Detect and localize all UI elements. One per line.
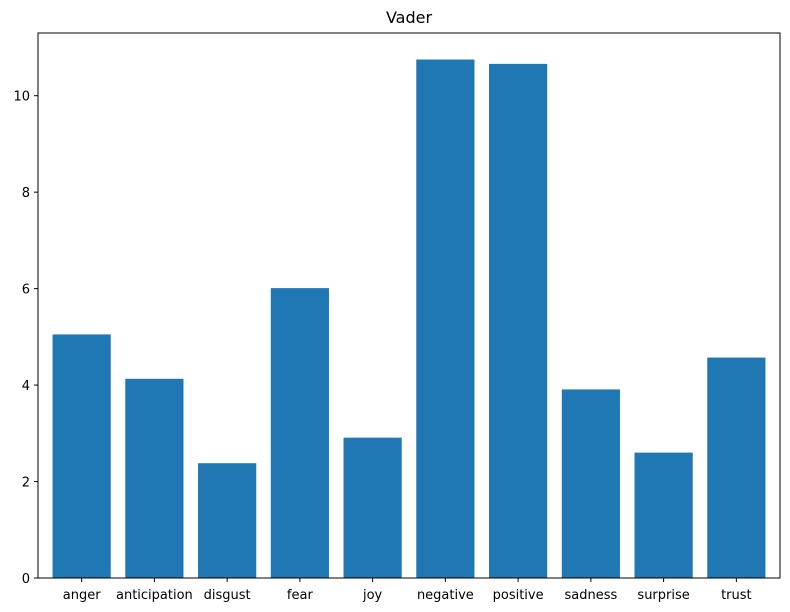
- bar-surprise: [634, 452, 693, 578]
- bars-group: [52, 59, 766, 579]
- x-tick-label: trust: [721, 588, 752, 603]
- x-tick-label: negative: [417, 588, 474, 603]
- bar-disgust: [198, 463, 257, 578]
- bar-fear: [270, 288, 329, 578]
- bar-anger: [52, 334, 111, 578]
- y-tick-label: 6: [22, 283, 30, 298]
- x-tick-label: fear: [287, 588, 314, 603]
- x-tick-label: positive: [493, 588, 544, 603]
- bar-trust: [707, 357, 766, 578]
- x-tick-label: anticipation: [116, 588, 193, 603]
- bar-joy: [343, 437, 402, 578]
- y-tick-label: 8: [22, 186, 30, 201]
- bar-negative: [416, 59, 475, 578]
- x-tick-label: sadness: [564, 588, 617, 603]
- bar-sadness: [561, 389, 620, 578]
- y-tick-label: 10: [13, 90, 30, 105]
- bar-positive: [489, 63, 548, 579]
- x-tick-label: disgust: [204, 588, 251, 603]
- y-tick-label: 2: [22, 476, 30, 491]
- x-tick-label: joy: [362, 588, 383, 603]
- y-axis: 0 2 4 6 8 10: [13, 90, 38, 587]
- chart-title: Vader: [386, 8, 433, 27]
- x-tick-label: surprise: [637, 588, 689, 603]
- plot-frame: [37, 32, 781, 579]
- x-axis: anger anticipation disgust fear joy negative p…: [63, 578, 752, 603]
- bar-anticipation: [125, 378, 184, 578]
- y-tick-label: 4: [22, 379, 30, 394]
- x-tick-label: anger: [63, 588, 101, 603]
- y-tick-label: 0: [22, 572, 30, 587]
